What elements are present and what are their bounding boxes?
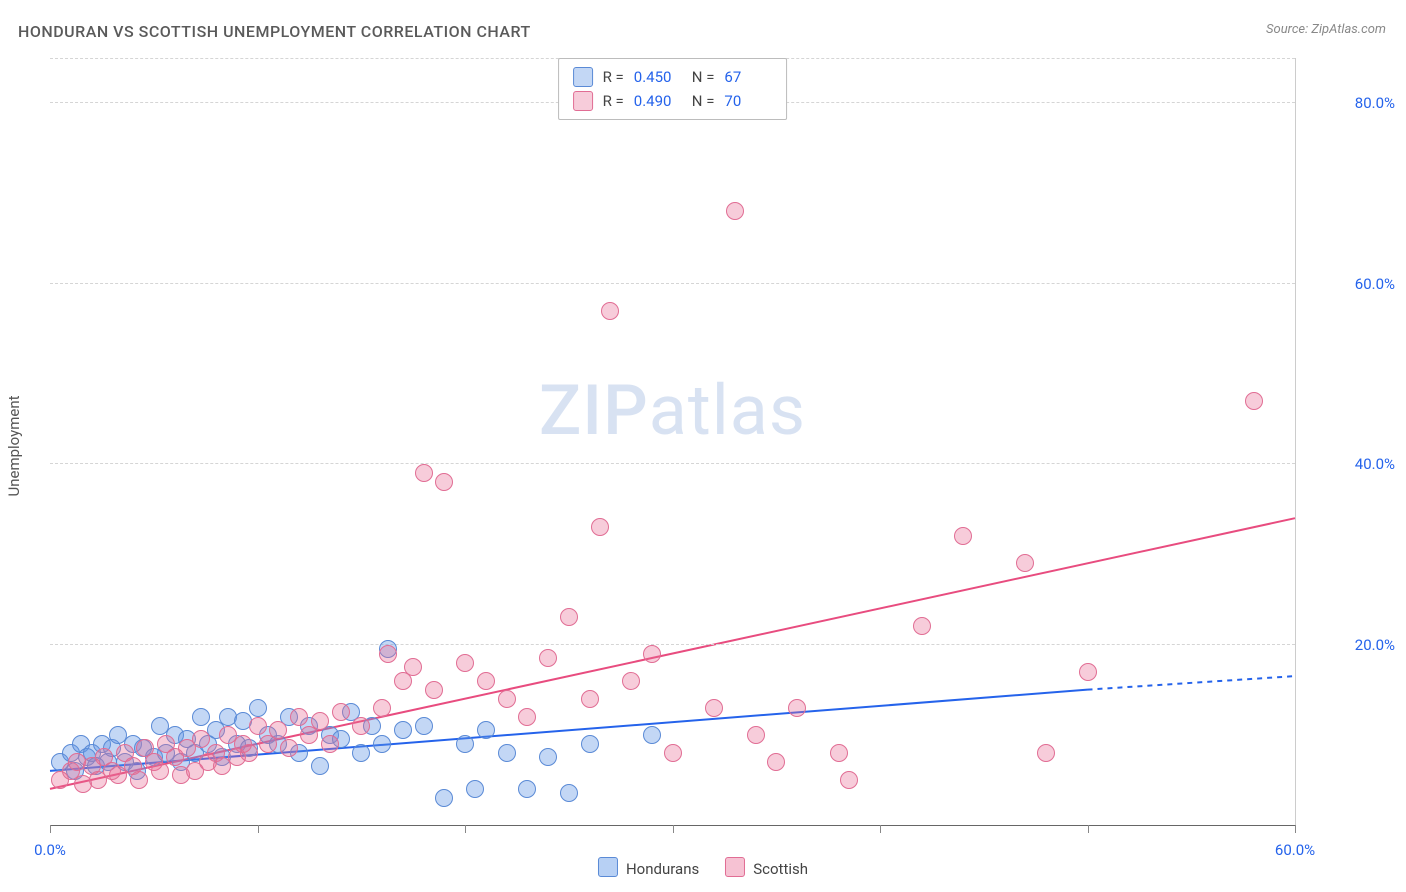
scatter-point <box>643 726 661 744</box>
scatter-point <box>726 202 744 220</box>
scatter-point <box>705 699 723 717</box>
y-tick-label: 60.0% <box>1305 275 1395 293</box>
scatter-point <box>415 717 433 735</box>
scatter-point <box>352 717 370 735</box>
scatter-point <box>415 464 433 482</box>
legend-row-scottish: R = 0.490 N = 70 <box>573 89 773 113</box>
chart-title: HONDURAN VS SCOTTISH UNEMPLOYMENT CORREL… <box>18 22 531 41</box>
correlation-legend: R = 0.450 N = 67 R = 0.490 N = 70 <box>558 58 788 120</box>
x-tick <box>50 825 51 833</box>
scatter-point <box>560 608 578 626</box>
scatter-point <box>601 302 619 320</box>
scatter-point <box>249 699 267 717</box>
scatter-point <box>425 681 443 699</box>
legend-row-hondurans: R = 0.450 N = 67 <box>573 65 773 89</box>
scatter-point <box>840 771 858 789</box>
source-attribution: Source: ZipAtlas.com <box>1266 22 1386 37</box>
scatter-point <box>466 780 484 798</box>
scatter-point <box>435 473 453 491</box>
scatter-point <box>1079 663 1097 681</box>
scatter-point <box>269 721 287 739</box>
scatter-point <box>539 649 557 667</box>
scatter-point <box>151 762 169 780</box>
trendline-dashed <box>1088 676 1296 690</box>
scatter-point <box>290 708 308 726</box>
swatch-hondurans <box>598 857 618 877</box>
scatter-point <box>435 789 453 807</box>
scatter-point <box>622 672 640 690</box>
x-tick <box>880 825 881 833</box>
scatter-point <box>456 735 474 753</box>
gridline <box>50 463 1295 464</box>
scatter-point <box>477 721 495 739</box>
trendlines <box>50 58 1295 825</box>
scatter-point <box>539 748 557 766</box>
x-tick <box>465 825 466 833</box>
scatter-point <box>1037 744 1055 762</box>
y-tick-label: 20.0% <box>1305 636 1395 654</box>
scatter-point <box>591 518 609 536</box>
scatter-point <box>830 744 848 762</box>
y-axis-label: Unemployment <box>5 395 23 496</box>
scatter-point <box>373 699 391 717</box>
scatter-point <box>560 784 578 802</box>
gridline <box>50 283 1295 284</box>
scatter-point <box>280 739 298 757</box>
scatter-point <box>498 744 516 762</box>
scatter-point <box>192 708 210 726</box>
swatch-scottish <box>573 91 593 111</box>
scatter-point <box>498 690 516 708</box>
scatter-point <box>311 712 329 730</box>
x-tick <box>1088 825 1089 833</box>
scatter-point <box>240 744 258 762</box>
scatter-point <box>954 527 972 545</box>
x-tick <box>1295 825 1296 833</box>
scatter-point <box>477 672 495 690</box>
scatter-point <box>130 771 148 789</box>
scatter-point <box>913 617 931 635</box>
x-tick <box>673 825 674 833</box>
scatter-point <box>1016 554 1034 572</box>
scatter-point <box>352 744 370 762</box>
scatter-point <box>581 735 599 753</box>
legend-item-scottish: Scottish <box>725 857 808 878</box>
scatter-point <box>379 645 397 663</box>
swatch-hondurans <box>573 67 593 87</box>
scatter-point <box>518 780 536 798</box>
scatter-point <box>643 645 661 663</box>
scatter-point <box>518 708 536 726</box>
scatter-point <box>394 721 412 739</box>
y-tick-label: 80.0% <box>1305 94 1395 112</box>
scatter-point <box>373 735 391 753</box>
scatter-point <box>456 654 474 672</box>
scatter-point <box>581 690 599 708</box>
scatter-point <box>747 726 765 744</box>
scatter-point <box>192 730 210 748</box>
scatter-point <box>788 699 806 717</box>
scatter-point <box>332 703 350 721</box>
series-legend: Hondurans Scottish <box>598 857 808 878</box>
x-tick-label: 0.0% <box>34 841 66 859</box>
swatch-scottish <box>725 857 745 877</box>
scatter-plot-area: ZIPatlas R = 0.450 N = 67 R = 0.490 N = … <box>50 58 1296 826</box>
scatter-point <box>1245 392 1263 410</box>
scatter-point <box>664 744 682 762</box>
scatter-point <box>249 717 267 735</box>
scatter-point <box>321 735 339 753</box>
gridline <box>50 644 1295 645</box>
scatter-point <box>311 757 329 775</box>
scatter-point <box>767 753 785 771</box>
scatter-point <box>404 658 422 676</box>
y-tick-label: 40.0% <box>1305 455 1395 473</box>
legend-item-hondurans: Hondurans <box>598 857 699 878</box>
x-tick <box>258 825 259 833</box>
x-tick-label: 60.0% <box>1275 841 1315 859</box>
